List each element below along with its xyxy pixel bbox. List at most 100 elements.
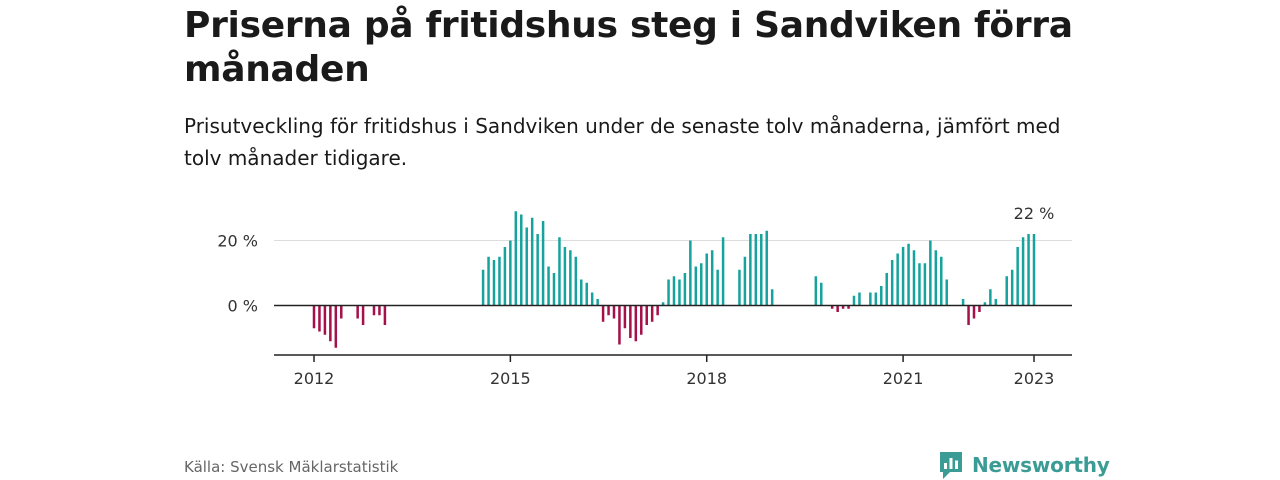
bar	[672, 276, 676, 306]
bar	[601, 305, 605, 322]
bar	[940, 256, 943, 306]
bar	[890, 260, 894, 306]
bar	[612, 305, 616, 319]
bar	[520, 214, 523, 306]
bar	[923, 263, 927, 306]
brand-logo[interactable]: Newsworthy	[938, 450, 1110, 480]
bar	[378, 305, 381, 316]
bar	[318, 305, 321, 332]
bar	[738, 269, 741, 306]
bar	[574, 256, 578, 306]
bar	[1027, 234, 1030, 306]
bar	[514, 211, 518, 306]
bar	[874, 292, 878, 306]
latest-value-label: 22 %	[1014, 204, 1055, 223]
y-tick-labels: 0 % 20 %	[217, 232, 258, 316]
bar	[770, 289, 774, 306]
bar	[907, 243, 910, 306]
x-tick-label: 2023	[1014, 369, 1055, 388]
bars	[312, 211, 1036, 348]
bar	[498, 256, 501, 306]
x-tick-label: 2018	[686, 369, 727, 388]
bar	[329, 305, 332, 342]
bar	[896, 253, 899, 306]
bar	[716, 269, 719, 306]
bar	[683, 273, 687, 306]
bar	[820, 282, 823, 306]
bar	[836, 305, 839, 312]
bar	[830, 305, 834, 309]
chart-title: Priserna på fritidshus steg i Sandviken …	[184, 5, 1073, 90]
bar	[967, 305, 970, 325]
bar	[814, 276, 818, 306]
bar	[858, 292, 861, 306]
bar	[754, 234, 758, 306]
bar	[640, 305, 643, 335]
bar	[1021, 237, 1025, 306]
x-tick-label: 2021	[883, 369, 924, 388]
bar	[661, 302, 665, 306]
bar	[705, 253, 708, 306]
bar	[623, 305, 627, 329]
bar	[880, 286, 883, 306]
bar	[1032, 234, 1036, 306]
bar	[487, 256, 490, 306]
bar	[994, 299, 998, 306]
bar	[1010, 269, 1014, 306]
bar	[536, 234, 539, 306]
bar	[552, 273, 556, 306]
bar	[1005, 276, 1008, 306]
bar	[678, 279, 681, 306]
bar	[989, 289, 992, 306]
bar	[645, 305, 648, 325]
bar	[912, 250, 916, 306]
bar	[689, 240, 692, 306]
x-axis: 2012 2015 2018 2021 2023	[274, 354, 1072, 388]
bar	[961, 299, 965, 306]
bar	[934, 250, 938, 306]
brand-name: Newsworthy	[972, 453, 1110, 477]
bar	[481, 269, 485, 306]
bar	[530, 217, 534, 306]
bar	[372, 305, 376, 316]
bar	[509, 240, 512, 306]
chart-subtitle: Prisutveckling för fritidshus i Sandvike…	[184, 114, 1061, 170]
bar	[580, 279, 583, 306]
bar	[629, 305, 632, 338]
bar	[667, 279, 670, 306]
bar	[918, 263, 921, 306]
bar	[525, 227, 528, 306]
bar	[847, 305, 850, 309]
bar	[929, 240, 932, 306]
bar	[945, 279, 948, 306]
bar	[978, 305, 981, 312]
bar	[650, 305, 654, 322]
bar	[334, 305, 338, 348]
bar	[607, 305, 610, 316]
bar	[569, 250, 572, 306]
bar	[901, 247, 905, 306]
bar	[869, 292, 872, 306]
bar	[563, 247, 567, 306]
bar	[885, 273, 888, 306]
bar	[700, 263, 703, 306]
bar	[749, 234, 752, 306]
y-tick-label: 0 %	[228, 297, 258, 316]
bar	[356, 305, 359, 319]
bar	[1016, 247, 1019, 306]
source-note: Källa: Svensk Mäklarstatistik	[184, 458, 399, 476]
bar	[765, 230, 768, 306]
bar	[383, 305, 387, 325]
newsworthy-logo-icon	[940, 452, 962, 479]
bar	[585, 282, 588, 306]
bar	[852, 295, 856, 306]
x-tick-label: 2015	[490, 369, 531, 388]
bar	[656, 305, 659, 316]
bar	[983, 302, 987, 306]
bar	[492, 260, 496, 306]
bar	[721, 237, 725, 306]
bar	[558, 237, 561, 306]
bar	[710, 250, 714, 306]
bar	[340, 305, 343, 319]
